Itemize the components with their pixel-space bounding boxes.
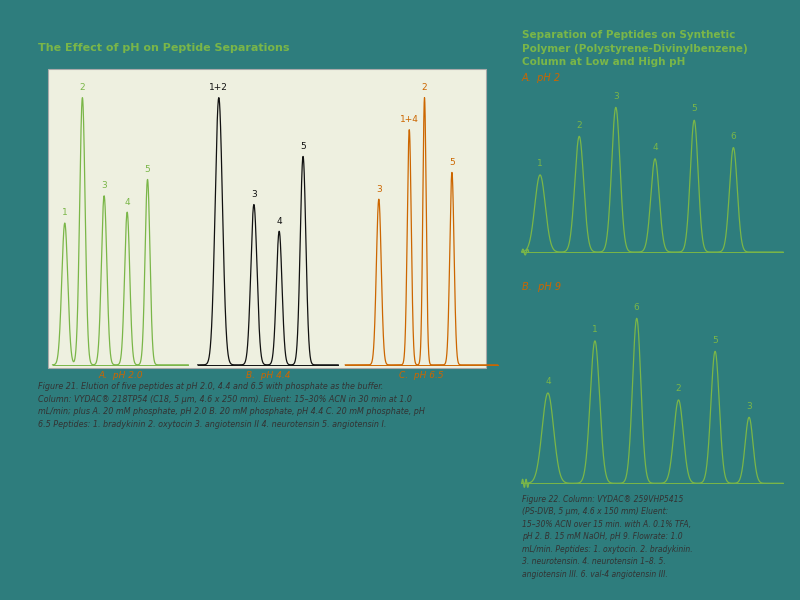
Text: 2: 2 — [676, 384, 682, 393]
Text: 5: 5 — [712, 335, 718, 344]
Bar — [48, 69, 486, 368]
Text: 3: 3 — [613, 92, 618, 101]
Text: 3: 3 — [746, 401, 752, 410]
Text: 1: 1 — [537, 159, 543, 168]
Text: 4: 4 — [545, 377, 550, 386]
Text: 1: 1 — [592, 325, 598, 334]
Text: 3: 3 — [251, 190, 257, 199]
Text: Separation of Peptides on Synthetic
Polymer (Polystyrene-Divinylbenzene)
Column : Separation of Peptides on Synthetic Poly… — [522, 31, 747, 67]
Text: C.  pH 6.5: C. pH 6.5 — [399, 370, 444, 379]
Text: Figure 21. Elution of five peptides at pH 2.0, 4.4 and 6.5 with phosphate as the: Figure 21. Elution of five peptides at p… — [38, 382, 425, 430]
Text: 3: 3 — [102, 181, 107, 190]
Text: B.  pH 9: B. pH 9 — [522, 282, 561, 292]
Text: A.  pH 2.0: A. pH 2.0 — [98, 370, 142, 379]
Text: 5: 5 — [449, 158, 454, 167]
Text: 4: 4 — [276, 217, 282, 226]
Text: 2: 2 — [577, 121, 582, 130]
Text: 1: 1 — [62, 208, 68, 217]
Text: 2: 2 — [422, 83, 427, 92]
Text: 1+2: 1+2 — [210, 83, 228, 92]
Text: 2: 2 — [79, 83, 86, 92]
Text: A.  pH 2: A. pH 2 — [522, 73, 561, 83]
Text: B.  pH 4.4: B. pH 4.4 — [246, 370, 290, 379]
Text: 4: 4 — [652, 143, 658, 152]
Text: 3: 3 — [376, 185, 382, 194]
Text: 5: 5 — [691, 104, 697, 113]
Text: Figure 22. Column: VYDAC® 259VHP5415
(PS-DVB, 5 μm, 4.6 x 150 mm) Eluent:
15–30%: Figure 22. Column: VYDAC® 259VHP5415 (PS… — [522, 494, 692, 578]
Text: The Effect of pH on Peptide Separations: The Effect of pH on Peptide Separations — [38, 43, 290, 53]
Text: 4: 4 — [124, 197, 130, 206]
Text: 5: 5 — [145, 165, 150, 174]
Text: 6: 6 — [730, 132, 736, 141]
Text: 5: 5 — [300, 142, 306, 151]
Text: 6: 6 — [634, 302, 639, 311]
Text: 1+4: 1+4 — [400, 115, 418, 124]
